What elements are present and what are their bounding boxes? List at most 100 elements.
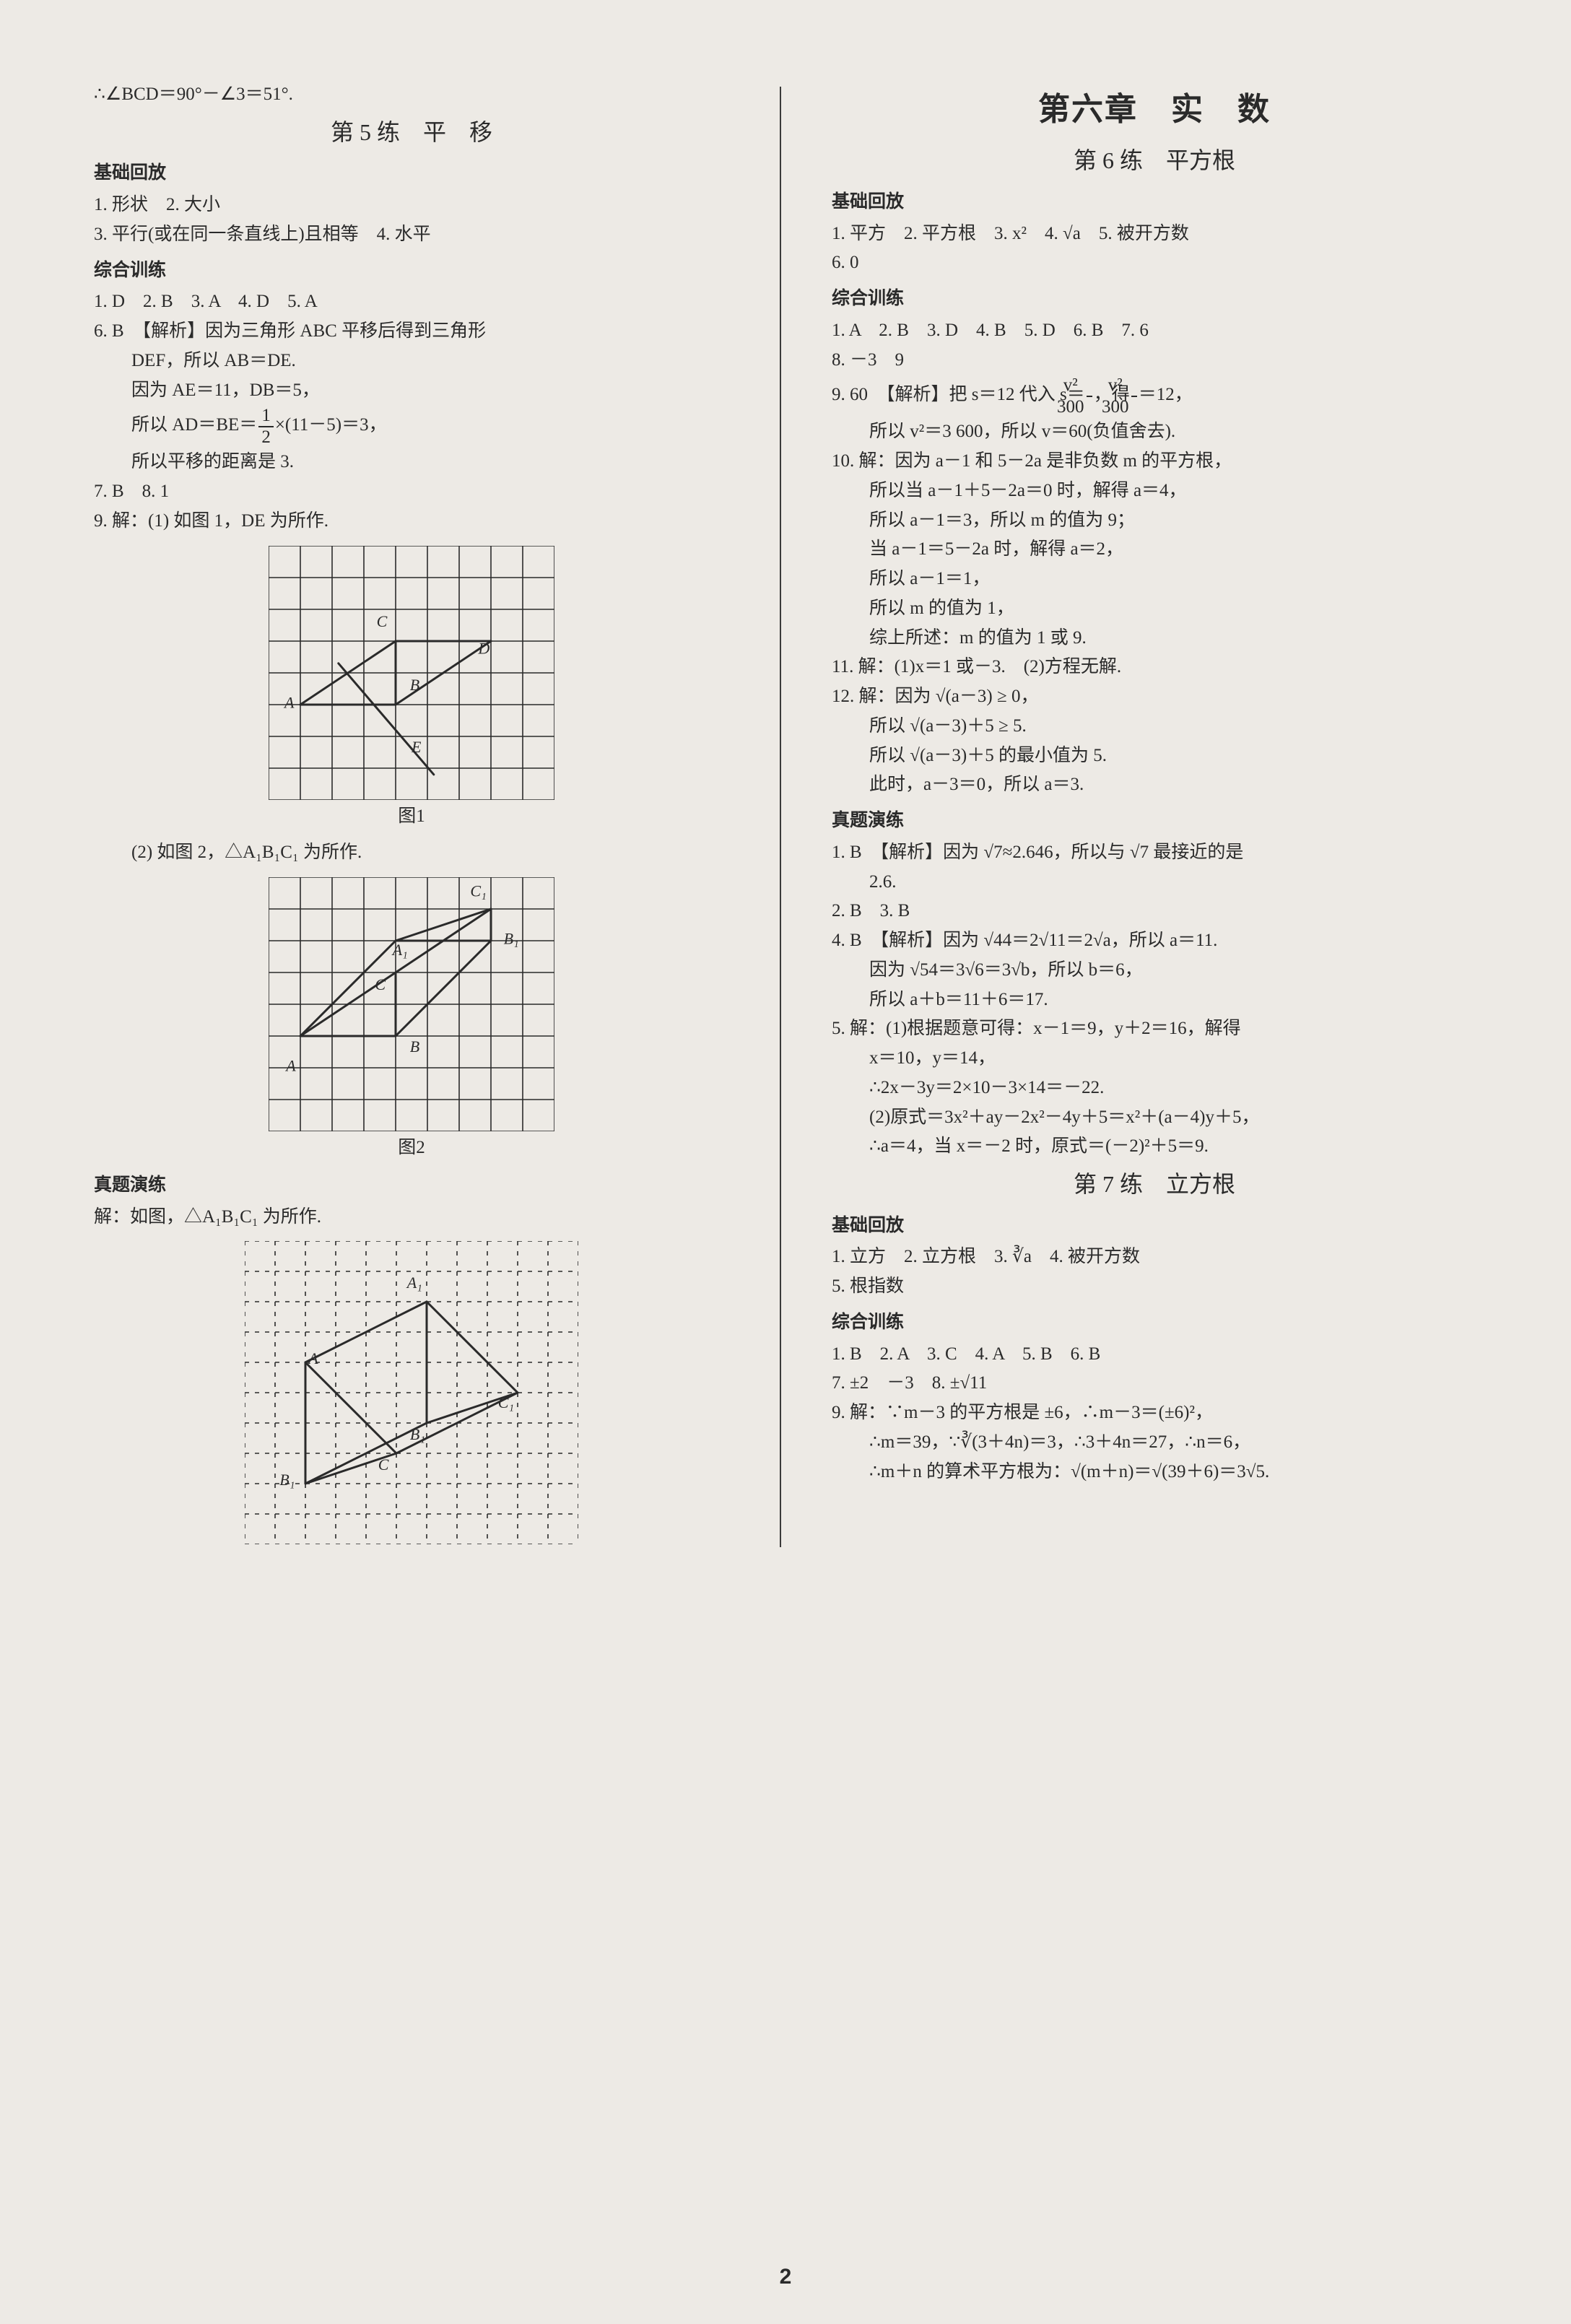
answer-line: 9. 解：∵m－3 的平方根是 ±6，∴m－3＝(±6)²， <box>832 1399 1477 1427</box>
answer-line: 9. 60 【解析】把 s＝12 代入 s＝v²300，得v²300＝12， <box>832 375 1477 417</box>
text: ×(11－5)＝3， <box>275 416 387 435</box>
answer-line: 当 a－1＝5－2a 时，解得 a＝2， <box>832 536 1477 564</box>
answer-line: 解：如图，△A₁B₁C₁ 为所作. <box>94 1204 729 1232</box>
answer-line: x＝10，y＝14， <box>832 1045 1477 1073</box>
left-column: ∴∠BCD＝90°－∠3＝51°. 第 5 练 平 移 基础回放 1. 形状 2… <box>94 79 729 1547</box>
svg-text:B: B <box>410 1037 419 1056</box>
svg-text:A₁: A₁ <box>406 1274 422 1292</box>
chapter-6-title: 第六章 实 数 <box>832 85 1477 134</box>
answer-line: 所以 m 的值为 1， <box>832 595 1477 623</box>
denominator: 2 <box>258 427 274 448</box>
subhead-practice: 综合训练 <box>832 1308 1477 1336</box>
answer-line: (2) 如图 2，△A₁B₁C₁ 为所作. <box>94 839 729 867</box>
svg-text:C: C <box>375 975 386 993</box>
answer-line: 所以 a－1＝3，所以 m 的值为 9； <box>832 507 1477 535</box>
answer-line: 6. 0 <box>832 249 1477 277</box>
two-column-layout: ∴∠BCD＝90°－∠3＝51°. 第 5 练 平 移 基础回放 1. 形状 2… <box>94 79 1477 1547</box>
subhead-practice: 综合训练 <box>94 256 729 284</box>
answer-line: 1. B 【解析】因为 √7≈2.646，所以与 √7 最接近的是 <box>832 839 1477 867</box>
answer-line: 4. B 【解析】因为 √44＝2√11＝2√a，所以 a＝11. <box>832 927 1477 955</box>
answer-line: 5. 解：(1)根据题意可得：x－1＝9，y＋2＝16，解得 <box>832 1015 1477 1043</box>
svg-text:D: D <box>477 639 489 657</box>
subhead-practice: 综合训练 <box>832 284 1477 313</box>
answer-line: 12. 解：因为 √(a－3) ≥ 0， <box>832 683 1477 711</box>
answer-line: DEF，所以 AB＝DE. <box>94 347 729 375</box>
page-number: 2 <box>780 2260 792 2294</box>
answer-line: 7. ±2 －3 8. ±√11 <box>832 1370 1477 1398</box>
fraction: 12 <box>258 406 274 447</box>
text: 所以 AD＝BE＝ <box>131 416 257 435</box>
section-5-title: 第 5 练 平 移 <box>94 115 729 151</box>
svg-text:B₁: B₁ <box>504 929 519 947</box>
answer-line: 1. A 2. B 3. D 4. B 5. D 6. B 7. 6 <box>832 317 1477 345</box>
page: ∴∠BCD＝90°－∠3＝51°. 第 5 练 平 移 基础回放 1. 形状 2… <box>0 0 1571 2324</box>
answer-line: ∴m＝39，∵∛(3＋4n)＝3，∴3＋4n＝27，∴n＝6， <box>832 1429 1477 1457</box>
figure-2-caption: 图2 <box>94 1134 729 1162</box>
answer-line: 所以 a＋b＝11＋6＝17. <box>832 986 1477 1014</box>
continued-line: ∴∠BCD＝90°－∠3＝51°. <box>94 81 729 109</box>
svg-text:A: A <box>283 693 295 711</box>
section-6-title: 第 6 练 平方根 <box>832 143 1477 179</box>
svg-text:B₁: B₁ <box>410 1425 425 1443</box>
answer-line: 所以 √(a－3)＋5 ≥ 5. <box>832 713 1477 741</box>
answer-line: 2. B 3. B <box>832 897 1477 926</box>
figure-3: A₁ A C₁ B₁ C B₁ <box>245 1241 578 1544</box>
answer-line: 所以 AD＝BE＝12×(11－5)＝3， <box>94 406 729 447</box>
svg-text:C: C <box>378 1455 389 1474</box>
figure-1: C D B A E <box>269 546 554 800</box>
svg-text:C₁: C₁ <box>470 882 486 900</box>
answer-line: 1. 形状 2. 大小 <box>94 191 729 219</box>
figure-2: C₁ A₁ B₁ C B A <box>269 877 554 1131</box>
answer-line: 8. －3 9 <box>832 347 1477 375</box>
answer-line: 所以 v²＝3 600，所以 v＝60(负值舍去). <box>832 418 1477 446</box>
figure-1-caption: 图1 <box>94 803 729 831</box>
numerator: 1 <box>258 406 274 427</box>
section-7-title: 第 7 练 立方根 <box>832 1167 1477 1203</box>
svg-text:C: C <box>377 612 388 630</box>
numerator: v² <box>1131 375 1137 397</box>
svg-text:A₁: A₁ <box>391 941 408 959</box>
svg-text:C₁: C₁ <box>498 1393 514 1411</box>
svg-text:B: B <box>410 676 419 694</box>
answer-line: 所以 a－1＝1， <box>832 565 1477 593</box>
answer-line: ∴m＋n 的算术平方根为：√(m＋n)＝√(39＋6)＝3√5. <box>832 1458 1477 1487</box>
svg-text:A: A <box>307 1349 318 1367</box>
answer-line: 9. 解：(1) 如图 1，DE 为所作. <box>94 508 729 536</box>
answer-line: (2)原式＝3x²＋ay－2x²－4y＋5＝x²＋(a－4)y＋5， <box>832 1104 1477 1132</box>
answer-line: 1. D 2. B 3. A 4. D 5. A <box>94 288 729 316</box>
answer-line: 1. 立方 2. 立方根 3. ∛a 4. 被开方数 <box>832 1243 1477 1271</box>
numerator: v² <box>1087 375 1092 397</box>
answer-line: 1. 平方 2. 平方根 3. x² 4. √a 5. 被开方数 <box>832 220 1477 248</box>
column-divider <box>780 87 781 1547</box>
answer-line: 10. 解：因为 a－1 和 5－2a 是非负数 m 的平方根， <box>832 448 1477 476</box>
answer-line: 所以平移的距离是 3. <box>94 448 729 476</box>
answer-line: 5. 根指数 <box>832 1273 1477 1301</box>
subhead-basics: 基础回放 <box>832 1211 1477 1240</box>
answer-line: 6. B 【解析】因为三角形 ABC 平移后得到三角形 <box>94 318 729 346</box>
text: 9. 60 【解析】把 s＝12 代入 s＝ <box>832 386 1085 405</box>
denominator: 300 <box>1087 397 1092 417</box>
right-column: 第六章 实 数 第 6 练 平方根 基础回放 1. 平方 2. 平方根 3. x… <box>832 79 1477 1547</box>
fraction: v²300 <box>1131 375 1137 417</box>
answer-line: 综上所述：m 的值为 1 或 9. <box>832 624 1477 653</box>
subhead-basics: 基础回放 <box>832 188 1477 216</box>
answer-line: 3. 平行(或在同一条直线上)且相等 4. 水平 <box>94 221 729 249</box>
answer-line: 所以 √(a－3)＋5 的最小值为 5. <box>832 742 1477 770</box>
answer-line: 此时，a－3＝0，所以 a＝3. <box>832 771 1477 799</box>
answer-line: 因为 √54＝3√6＝3√b，所以 b＝6， <box>832 957 1477 985</box>
answer-line: 7. B 8. 1 <box>94 478 729 506</box>
svg-text:E: E <box>411 738 422 756</box>
answer-line: 11. 解：(1)x＝1 或－3. (2)方程无解. <box>832 653 1477 682</box>
answer-line: ∴2x－3y＝2×10－3×14＝－22. <box>832 1074 1477 1102</box>
answer-line: 2.6. <box>832 869 1477 897</box>
subhead-basics: 基础回放 <box>94 159 729 187</box>
subhead-real-exam: 真题演练 <box>94 1171 729 1199</box>
svg-text:B₁: B₁ <box>279 1471 295 1489</box>
answer-line: 因为 AE＝11，DB＝5， <box>94 377 729 405</box>
fraction: v²300 <box>1087 375 1092 417</box>
svg-text:A: A <box>284 1056 296 1074</box>
text: ＝12， <box>1139 386 1193 405</box>
answer-line: 1. B 2. A 3. C 4. A 5. B 6. B <box>832 1341 1477 1369</box>
answer-line: 所以当 a－1＋5－2a＝0 时，解得 a＝4， <box>832 477 1477 505</box>
answer-line: ∴a＝4，当 x＝－2 时，原式＝(－2)²＋5＝9. <box>832 1133 1477 1161</box>
